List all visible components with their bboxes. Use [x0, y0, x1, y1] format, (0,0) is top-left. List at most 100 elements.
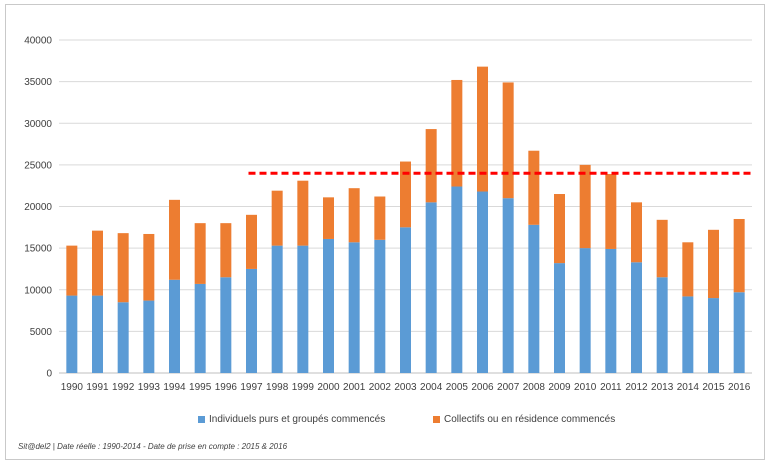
legend-label-collectifs: Collectifs ou en résidence commencés — [444, 414, 615, 425]
bar-collectifs-1999 — [297, 180, 309, 246]
bar-individuels-1998 — [271, 245, 283, 373]
bar-individuels-1999 — [297, 245, 309, 373]
x-tick-label: 1995 — [189, 382, 212, 393]
bar-individuels-1996 — [220, 277, 232, 373]
bar-collectifs-2012 — [631, 202, 642, 263]
bar-collectifs-1995 — [194, 223, 206, 284]
x-tick-label: 1994 — [163, 382, 186, 393]
x-tick-label: 2016 — [728, 382, 751, 393]
bar-collectifs-2007 — [502, 82, 514, 199]
bar-individuels-1994 — [169, 279, 180, 373]
x-tick-label: 2003 — [394, 382, 417, 393]
bar-collectifs-2003 — [400, 161, 411, 228]
legend: Individuels purs et groupés commencés Co… — [198, 414, 615, 425]
x-tick-label: 1997 — [240, 382, 263, 393]
bar-collectifs-1997 — [246, 214, 257, 269]
x-tick-label: 1993 — [138, 382, 161, 393]
bar-individuels-1991 — [92, 295, 103, 373]
bar-collectifs-2010 — [579, 164, 591, 249]
bar-individuels-2004 — [425, 202, 437, 373]
bar-collectifs-2000 — [323, 197, 334, 239]
y-tick-label: 15000 — [24, 244, 52, 255]
y-tick-label: 20000 — [24, 202, 52, 213]
x-tick-label: 1991 — [86, 382, 109, 393]
bar-collectifs-1993 — [143, 233, 155, 301]
x-tick-label: 2013 — [651, 382, 674, 393]
bar-individuels-2016 — [733, 292, 745, 373]
bar-collectifs-2013 — [656, 219, 668, 278]
y-tick-label: 25000 — [24, 160, 52, 171]
bar-collectifs-1996 — [220, 223, 232, 278]
x-tick-label: 2005 — [446, 382, 469, 393]
x-tick-label: 1990 — [61, 382, 84, 393]
bar-individuels-1995 — [194, 283, 206, 373]
x-tick-label: 2010 — [574, 382, 597, 393]
bar-individuels-2013 — [656, 277, 668, 373]
bar-collectifs-2015 — [708, 229, 719, 299]
bar-collectifs-1990 — [66, 245, 78, 296]
x-tick-label: 2006 — [471, 382, 494, 393]
bar-collectifs-1994 — [169, 199, 180, 280]
bar-individuels-2001 — [348, 242, 360, 373]
legend-label-individuels: Individuels purs et groupés commencés — [209, 414, 385, 425]
bar-collectifs-2016 — [733, 218, 745, 293]
x-tick-label: 1999 — [292, 382, 315, 393]
x-tick-label: 2011 — [600, 382, 622, 393]
y-tick-label: 10000 — [24, 285, 52, 296]
bar-individuels-2007 — [502, 198, 514, 373]
x-tick-label: 2012 — [625, 382, 648, 393]
legend-swatch-collectifs — [433, 416, 440, 423]
bar-individuels-2006 — [477, 191, 488, 373]
x-tick-label: 2009 — [548, 382, 571, 393]
y-tick-label: 30000 — [24, 119, 52, 130]
y-tick-label: 40000 — [24, 36, 52, 47]
bar-individuels-2005 — [451, 186, 463, 373]
bar-collectifs-1991 — [92, 230, 103, 296]
x-tick-label: 2008 — [523, 382, 546, 393]
bar-collectifs-2009 — [554, 194, 565, 264]
bar-collectifs-1998 — [271, 190, 283, 246]
bar-individuels-2015 — [708, 298, 719, 373]
bar-individuels-1990 — [66, 295, 78, 373]
bar-individuels-2012 — [631, 262, 642, 373]
bar-collectifs-1992 — [117, 233, 129, 303]
bar-individuels-2014 — [682, 296, 694, 373]
source-footnote: Sit@del2 | Date réelle : 1990-2014 - Dat… — [18, 442, 288, 451]
bar-individuels-2000 — [323, 238, 334, 373]
bars — [66, 66, 745, 373]
y-tick-label: 5000 — [30, 327, 53, 338]
bar-individuels-2003 — [400, 227, 411, 373]
x-tick-label: 2004 — [420, 382, 443, 393]
bar-individuels-1997 — [246, 268, 257, 373]
bar-collectifs-2006 — [477, 66, 488, 192]
x-tick-label: 1992 — [112, 382, 135, 393]
x-tick-label: 2002 — [369, 382, 392, 393]
bar-individuels-2002 — [374, 239, 386, 373]
x-axis-ticks: 1990 1991 1992 1993 1994 1995 1996 1997 1998 1999… — [61, 382, 751, 393]
bar-individuels-2011 — [605, 248, 617, 373]
bar-individuels-2008 — [528, 224, 540, 373]
legend-swatch-individuels — [198, 416, 205, 423]
y-axis-ticks: 0 5000 10000 15000 20000 25000 30000 35000 40000 — [24, 36, 52, 380]
bar-individuels-1992 — [117, 302, 129, 373]
bar-collectifs-2011 — [605, 174, 617, 249]
bar-individuels-2009 — [554, 263, 565, 373]
bar-collectifs-2008 — [528, 150, 540, 225]
x-tick-label: 1996 — [215, 382, 238, 393]
x-tick-label: 2014 — [677, 382, 700, 393]
bar-individuels-2010 — [579, 248, 591, 373]
bar-collectifs-2002 — [374, 196, 386, 240]
x-tick-label: 2001 — [343, 382, 366, 393]
x-tick-label: 1998 — [266, 382, 289, 393]
y-tick-label: 0 — [46, 369, 52, 380]
x-tick-label: 2000 — [317, 382, 340, 393]
x-tick-label: 2007 — [497, 382, 520, 393]
bar-collectifs-2004 — [425, 129, 437, 203]
x-tick-label: 2015 — [702, 382, 725, 393]
bar-collectifs-2014 — [682, 242, 694, 297]
bar-collectifs-2005 — [451, 79, 463, 187]
bar-individuels-1993 — [143, 300, 155, 373]
bar-collectifs-2001 — [348, 188, 360, 243]
y-tick-label: 35000 — [24, 77, 52, 88]
